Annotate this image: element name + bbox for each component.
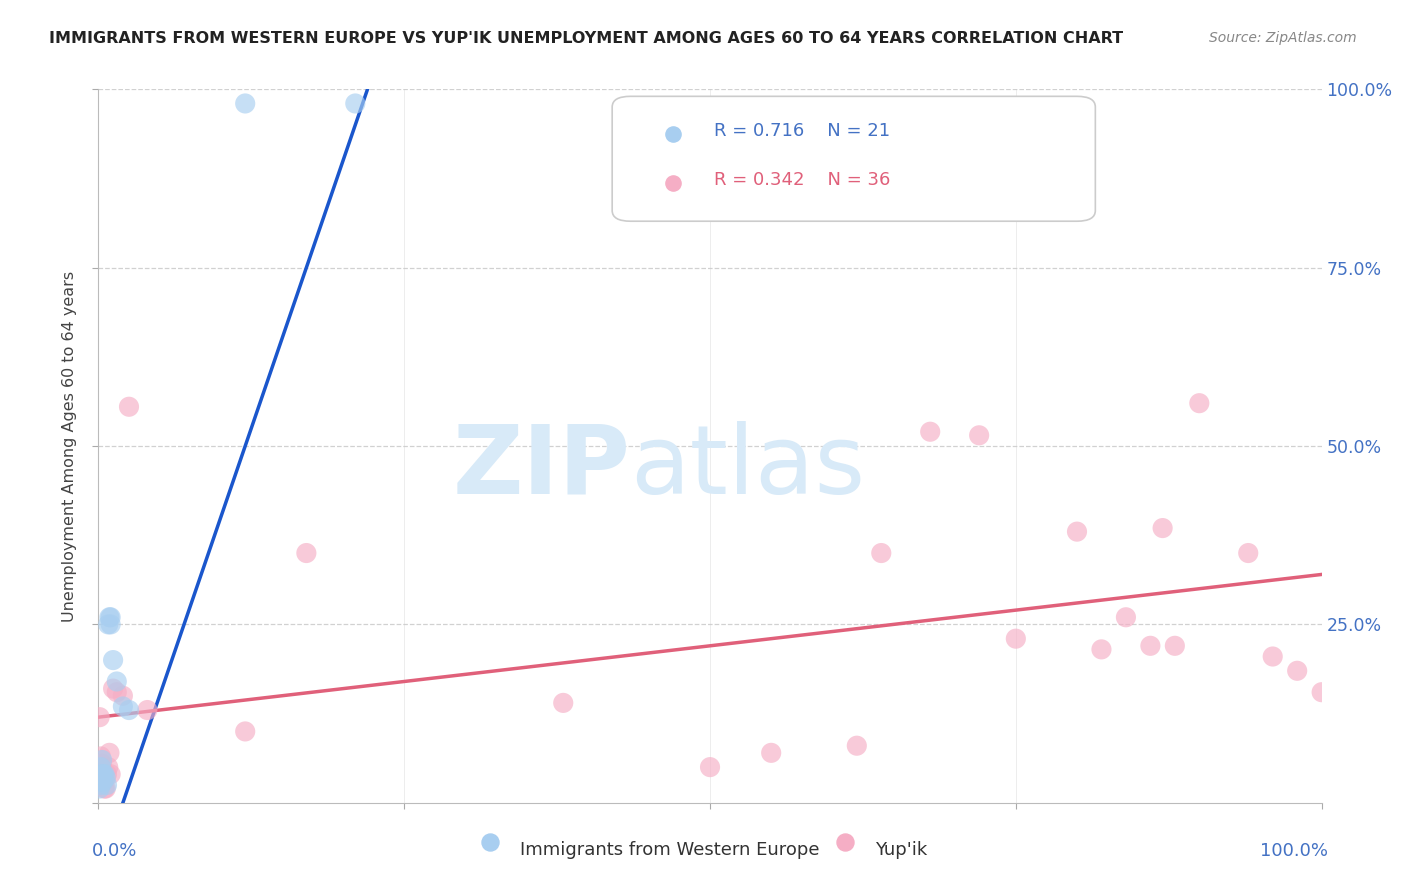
Point [97, 760, 120, 774]
Point [845, 739, 868, 753]
Text: Yup'ik: Yup'ik [875, 840, 928, 859]
Point [478, 835, 501, 849]
Point [344, 96, 367, 111]
Point [761, 746, 783, 760]
Point [100, 767, 122, 781]
Point [97, 617, 120, 632]
Point [101, 653, 124, 667]
Text: R = 0.716    N = 21: R = 0.716 N = 21 [714, 121, 890, 139]
Point [93, 781, 115, 796]
Point [295, 546, 318, 560]
Point [89, 774, 111, 789]
Point [1004, 632, 1026, 646]
Point [662, 127, 685, 141]
Point [1261, 649, 1284, 664]
Point [89, 710, 111, 724]
Point [96, 778, 118, 792]
Point [91, 767, 114, 781]
Point [1237, 546, 1260, 560]
Text: R = 0.342    N = 36: R = 0.342 N = 36 [714, 171, 890, 189]
Point [105, 685, 128, 699]
Point [920, 425, 942, 439]
Point [93, 767, 115, 781]
Point [1090, 642, 1112, 657]
Text: IMMIGRANTS FROM WESTERN EUROPE VS YUP'IK UNEMPLOYMENT AMONG AGES 60 TO 64 YEARS : IMMIGRANTS FROM WESTERN EUROPE VS YUP'IK… [49, 31, 1123, 46]
Point [111, 699, 134, 714]
Point [94, 781, 117, 796]
Point [1066, 524, 1088, 539]
Point [967, 428, 990, 442]
Y-axis label: Unemployment Among Ages 60 to 64 years: Unemployment Among Ages 60 to 64 years [62, 270, 77, 622]
Point [89, 781, 111, 796]
Point [136, 703, 159, 717]
Point [90, 749, 112, 764]
Point [699, 760, 721, 774]
Point [91, 753, 114, 767]
Point [1310, 685, 1333, 699]
Point [98, 746, 121, 760]
FancyBboxPatch shape [612, 96, 1095, 221]
Point [90, 778, 112, 792]
Point [118, 703, 141, 717]
Point [1115, 610, 1137, 624]
Point [91, 767, 114, 781]
Point [96, 767, 118, 781]
Point [100, 610, 122, 624]
Point [1139, 639, 1161, 653]
Text: 100.0%: 100.0% [1260, 842, 1327, 860]
Point [91, 774, 114, 789]
Point [94, 771, 117, 785]
Point [91, 756, 114, 771]
Point [91, 774, 114, 789]
Point [834, 835, 856, 849]
Point [553, 696, 575, 710]
Point [118, 400, 141, 414]
Point [870, 546, 893, 560]
Point [1164, 639, 1187, 653]
Text: 0.0%: 0.0% [93, 842, 138, 860]
Point [100, 617, 122, 632]
Point [98, 610, 121, 624]
Point [90, 760, 112, 774]
Point [662, 177, 685, 191]
Point [233, 724, 256, 739]
Point [105, 674, 128, 689]
Point [1188, 396, 1211, 410]
Text: Immigrants from Western Europe: Immigrants from Western Europe [520, 840, 820, 859]
Text: ZIP: ZIP [453, 421, 630, 514]
Point [1152, 521, 1174, 535]
Point [233, 96, 256, 111]
Text: Source: ZipAtlas.com: Source: ZipAtlas.com [1209, 31, 1357, 45]
Point [1286, 664, 1309, 678]
Point [111, 689, 134, 703]
Point [101, 681, 124, 696]
Text: atlas: atlas [630, 421, 866, 514]
